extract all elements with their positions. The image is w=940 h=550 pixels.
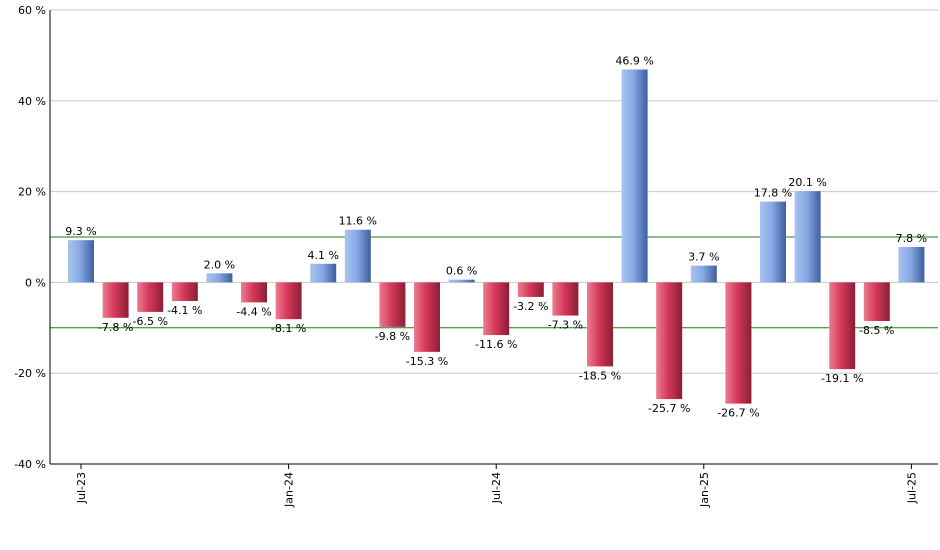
- bar-value-label: -4.4 %: [236, 305, 271, 318]
- x-tick-label: Jul-23: [75, 472, 88, 504]
- bar: [310, 263, 337, 283]
- bar-value-label: -7.3 %: [548, 319, 583, 332]
- bar: [760, 201, 786, 283]
- bar: [344, 229, 371, 283]
- bar: [171, 282, 198, 302]
- bars: [68, 69, 925, 404]
- axes: [49, 10, 938, 465]
- bar: [552, 282, 579, 316]
- y-tick-label: 0 %: [25, 276, 46, 289]
- x-tick-label: Jan-25: [698, 472, 711, 508]
- bar-value-label: -11.6 %: [475, 338, 517, 351]
- bar: [275, 282, 302, 320]
- bar-value-label: 0.6 %: [446, 265, 477, 278]
- bar-value-label: -26.7 %: [717, 407, 759, 420]
- bar-value-label: 20.1 %: [788, 176, 826, 189]
- x-axis-ticks: Jul-23 Jan-24 Jul-24 Jan-25 Jul-25: [75, 464, 918, 508]
- bar-value-label: -19.1 %: [821, 372, 863, 385]
- y-tick-label: 60 %: [18, 4, 46, 17]
- bar: [379, 282, 406, 327]
- bar-value-label: -18.5 %: [579, 369, 621, 382]
- bar-value-label: -8.1 %: [271, 322, 306, 335]
- x-tick-label: Jul-25: [905, 472, 918, 504]
- bar-value-label: -3.2 %: [513, 300, 548, 313]
- bar: [725, 282, 752, 404]
- bar-value-label: -15.3 %: [406, 355, 448, 368]
- y-tick-label: 40 %: [18, 95, 46, 108]
- bar-value-label: 4.1 %: [307, 249, 338, 262]
- bar-value-label: 7.8 %: [896, 232, 927, 245]
- bar-value-label: -6.5 %: [132, 315, 167, 328]
- bar-value-label: -25.7 %: [648, 402, 690, 415]
- bar-value-label: -4.1 %: [167, 304, 202, 317]
- x-tick-label: Jan-24: [283, 472, 296, 508]
- y-axis-ticks: 60 % 40 % 20 % 0 % -20 % -40 %: [14, 4, 46, 471]
- bar-value-label: 9.3 %: [65, 225, 96, 238]
- bar: [102, 282, 129, 318]
- bar: [829, 282, 856, 370]
- bar-value-label: 11.6 %: [339, 215, 377, 228]
- bar: [517, 282, 544, 297]
- bar: [68, 240, 94, 283]
- bar-value-label: 17.8 %: [754, 187, 792, 200]
- bar-value-label: -9.8 %: [375, 330, 410, 343]
- y-tick-label: -20 %: [14, 367, 46, 380]
- bar-value-label: 2.0 %: [204, 258, 235, 271]
- bar-value-label: -7.8 %: [98, 321, 133, 334]
- data-labels: 9.3 % -7.8 % -6.5 %-4.1 % 2.0 % -4.4 %-8.1 %…: [65, 54, 927, 419]
- bar: [656, 282, 683, 400]
- bar: [587, 282, 613, 367]
- bar: [137, 282, 164, 312]
- bar: [690, 265, 717, 283]
- bar: [621, 69, 648, 283]
- bar: [241, 282, 267, 303]
- y-tick-label: -40 %: [14, 458, 46, 471]
- bar-value-label: 3.7 %: [688, 251, 719, 264]
- bar: [898, 246, 925, 283]
- bar: [448, 279, 475, 283]
- bar: [206, 273, 233, 283]
- x-tick-label: Jul-24: [490, 472, 503, 504]
- bar-value-label: 46.9 %: [615, 54, 653, 67]
- bar-value-label: -8.5 %: [859, 324, 894, 337]
- bar: [483, 282, 510, 336]
- bar: [414, 282, 440, 352]
- y-tick-label: 20 %: [18, 186, 46, 199]
- bar: [863, 282, 890, 321]
- bar: [794, 191, 821, 283]
